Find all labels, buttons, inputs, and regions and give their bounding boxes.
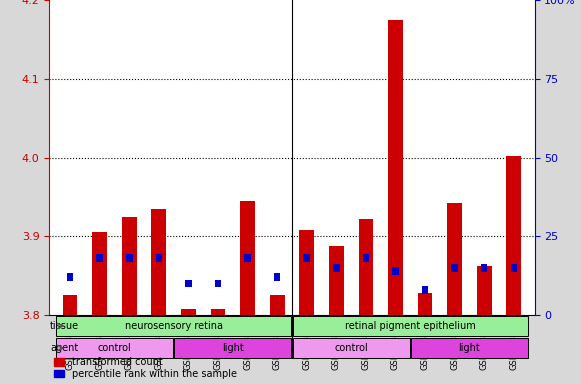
Bar bbox=[507, 156, 521, 315]
Bar bbox=[96, 254, 103, 262]
Bar bbox=[67, 273, 73, 281]
Bar bbox=[92, 232, 107, 315]
Bar bbox=[156, 254, 162, 262]
Text: light: light bbox=[458, 343, 480, 353]
Bar bbox=[215, 280, 221, 288]
Legend: transformed count, percentile rank within the sample: transformed count, percentile rank withi… bbox=[54, 357, 236, 379]
Text: light: light bbox=[222, 343, 243, 353]
Bar bbox=[293, 316, 528, 336]
Bar bbox=[245, 254, 251, 262]
Bar bbox=[329, 247, 344, 315]
Bar bbox=[293, 338, 410, 358]
Bar bbox=[152, 209, 166, 315]
Bar bbox=[303, 254, 310, 262]
Bar bbox=[363, 254, 369, 262]
Text: retinal pigment epithelium: retinal pigment epithelium bbox=[345, 321, 476, 331]
Bar bbox=[63, 295, 77, 315]
Bar bbox=[422, 286, 428, 294]
Bar bbox=[511, 264, 517, 272]
Bar bbox=[56, 316, 291, 336]
Bar bbox=[210, 309, 225, 315]
Bar bbox=[418, 293, 432, 315]
Bar bbox=[392, 267, 399, 275]
Bar bbox=[240, 201, 255, 315]
Bar bbox=[122, 217, 137, 315]
Bar bbox=[274, 273, 281, 281]
Bar bbox=[388, 20, 403, 315]
Bar bbox=[447, 203, 462, 315]
Bar bbox=[333, 264, 339, 272]
Text: agent: agent bbox=[50, 343, 78, 353]
Bar bbox=[126, 254, 132, 262]
Text: control: control bbox=[334, 343, 368, 353]
Bar bbox=[358, 219, 374, 315]
Text: neurosensory retina: neurosensory retina bbox=[125, 321, 223, 331]
Bar bbox=[181, 309, 196, 315]
Text: control: control bbox=[98, 343, 131, 353]
Bar bbox=[299, 230, 314, 315]
Bar bbox=[477, 266, 492, 315]
Bar bbox=[411, 338, 528, 358]
Bar bbox=[270, 295, 285, 315]
Bar bbox=[174, 338, 291, 358]
Bar bbox=[481, 264, 487, 272]
Bar bbox=[451, 264, 458, 272]
Text: tissue: tissue bbox=[50, 321, 79, 331]
Bar bbox=[185, 280, 192, 288]
Bar bbox=[56, 338, 173, 358]
